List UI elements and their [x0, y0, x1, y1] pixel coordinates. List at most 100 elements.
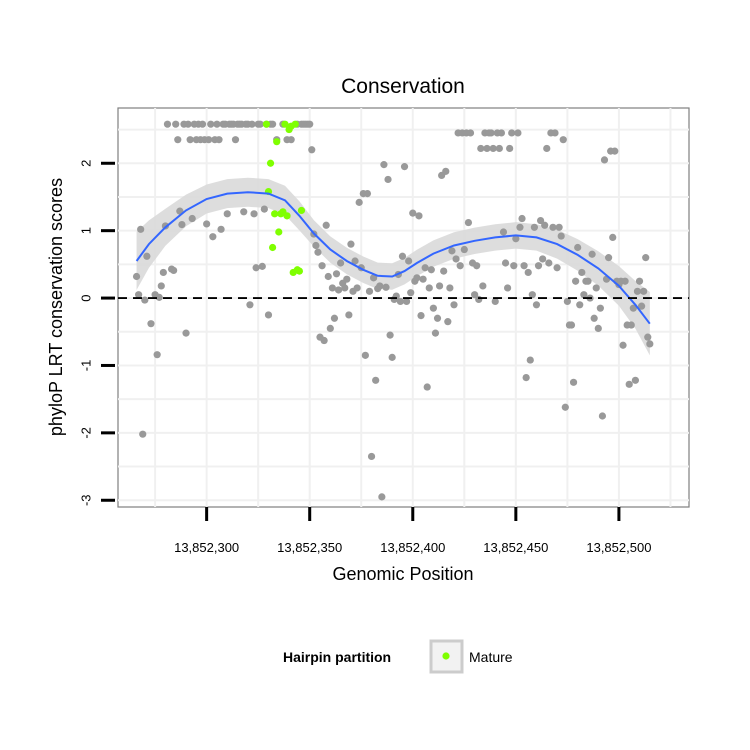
point-other	[495, 144, 503, 153]
point-other	[184, 120, 192, 128]
point-other	[328, 284, 336, 292]
point-other	[159, 268, 167, 277]
point-other	[545, 259, 553, 267]
point-other	[248, 120, 256, 128]
point-other	[532, 301, 541, 309]
point-other	[594, 324, 602, 332]
point-other	[530, 223, 538, 231]
point-other	[627, 321, 635, 329]
point-other	[322, 221, 330, 229]
point-other	[514, 129, 522, 137]
point-other	[635, 277, 644, 285]
point-other	[646, 340, 654, 348]
point-other	[306, 120, 314, 128]
point-other	[487, 129, 495, 137]
point-other	[464, 218, 473, 227]
point-other	[501, 259, 510, 267]
point-other	[425, 284, 433, 292]
point-mature	[273, 138, 281, 146]
point-other	[347, 240, 355, 248]
point-other	[446, 284, 454, 292]
point-other	[561, 403, 569, 411]
point-other	[483, 144, 491, 153]
point-other	[320, 336, 328, 345]
confidence-ribbon	[136, 177, 650, 356]
point-other	[132, 272, 141, 281]
point-other	[353, 284, 361, 292]
x-axis: 13,852,300 13,852,350 13,852,400 13,852,450…	[174, 507, 651, 555]
point-other	[312, 241, 320, 250]
point-other	[629, 304, 637, 312]
y-tick-label: -2	[79, 427, 94, 439]
point-other	[205, 136, 213, 144]
legend-title: Hairpin partition	[283, 649, 391, 665]
point-mature	[295, 267, 304, 275]
legend: Hairpin partition Mature	[283, 639, 513, 674]
point-other	[378, 493, 386, 501]
point-other	[314, 248, 322, 256]
point-other	[246, 301, 254, 309]
point-other	[471, 291, 479, 299]
point-other	[417, 311, 425, 320]
point-mature	[281, 120, 289, 128]
point-other	[203, 220, 211, 228]
point-other	[516, 223, 524, 231]
point-other	[258, 262, 266, 270]
point-other	[644, 333, 652, 341]
point-other	[576, 301, 584, 309]
point-other	[308, 146, 316, 154]
point-other	[574, 243, 582, 252]
point-mature	[283, 212, 291, 220]
y-tick-label: -1	[79, 360, 94, 372]
point-other	[413, 274, 421, 282]
point-other	[337, 259, 345, 267]
point-other	[543, 144, 551, 153]
point-other	[555, 223, 563, 231]
point-other	[157, 282, 165, 290]
point-other	[520, 262, 528, 270]
point-other	[637, 302, 646, 310]
point-other	[269, 120, 277, 128]
point-other	[539, 255, 547, 263]
point-other	[590, 314, 598, 322]
point-other	[611, 147, 619, 155]
point-other	[209, 233, 217, 241]
point-other	[419, 275, 427, 283]
point-other	[491, 297, 499, 306]
point-other	[365, 287, 374, 295]
point-other	[207, 120, 215, 128]
point-other	[588, 250, 596, 258]
point-other	[334, 286, 343, 294]
point-other	[605, 254, 613, 262]
point-mature	[291, 120, 299, 128]
point-other	[440, 267, 448, 275]
y-tick-label: 0	[79, 294, 94, 301]
point-other	[631, 376, 640, 384]
point-other	[396, 297, 405, 306]
plot-panel	[117, 107, 690, 508]
legend-key-box	[429, 639, 464, 674]
point-other	[324, 272, 332, 281]
point-other	[223, 210, 231, 218]
point-other	[153, 351, 161, 359]
y-tick-label: 2	[79, 160, 94, 167]
point-other	[621, 277, 629, 285]
point-other	[448, 247, 456, 255]
legend-key-mature-icon	[442, 652, 450, 660]
point-other	[163, 120, 172, 128]
point-other	[578, 268, 586, 277]
point-other	[640, 287, 648, 295]
point-other	[250, 210, 258, 218]
point-other	[512, 235, 520, 243]
point-other	[409, 209, 417, 217]
point-other	[345, 311, 353, 319]
point-other	[405, 257, 413, 265]
point-other	[625, 380, 633, 388]
point-other	[139, 430, 147, 438]
point-other	[326, 324, 334, 332]
point-other	[384, 175, 392, 184]
point-mature	[266, 159, 275, 167]
point-other	[415, 212, 423, 220]
smooth-fit-line	[135, 191, 651, 325]
